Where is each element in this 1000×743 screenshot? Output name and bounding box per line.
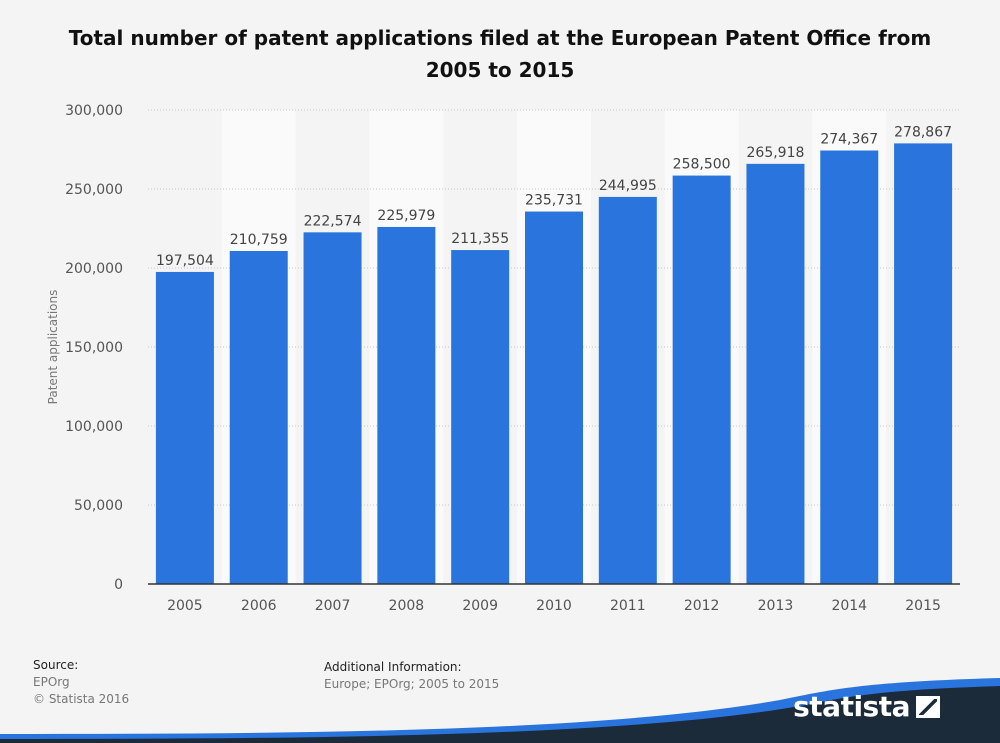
source-value[interactable]: EPOrg xyxy=(33,675,70,689)
data-label: 258,500 xyxy=(673,157,731,173)
data-label: 244,995 xyxy=(599,178,657,194)
bar xyxy=(451,250,510,585)
data-label: 211,355 xyxy=(451,231,509,247)
x-tick-label: 2005 xyxy=(167,598,203,614)
y-tick-label: 150,000 xyxy=(65,340,123,356)
bar xyxy=(155,271,214,584)
brand-banner xyxy=(0,678,1000,743)
data-label: 197,504 xyxy=(156,253,214,269)
x-tick-label: 2013 xyxy=(758,598,794,614)
x-tick-label: 2015 xyxy=(905,598,941,614)
y-axis-label: Patent applications xyxy=(46,290,60,405)
bar xyxy=(746,163,805,585)
y-tick-label: 0 xyxy=(114,577,123,593)
brand-name: statista xyxy=(793,690,910,723)
chart-title: Total number of patent applications file… xyxy=(68,26,932,82)
data-label: 278,867 xyxy=(894,124,952,140)
data-label: 235,731 xyxy=(525,193,583,209)
additional-info-value: Europe; EPOrg; 2005 to 2015 xyxy=(324,677,500,691)
y-tick-label: 300,000 xyxy=(65,103,123,119)
bar xyxy=(672,175,731,584)
data-label: 265,918 xyxy=(747,145,805,161)
y-tick-label: 250,000 xyxy=(65,182,123,198)
additional-info-label: Additional Information: xyxy=(324,660,462,674)
y-tick-label: 200,000 xyxy=(65,261,123,277)
data-label: 274,367 xyxy=(820,132,878,148)
additional-info-section: Additional Information: Europe; EPOrg; 2… xyxy=(324,659,499,693)
data-label: 210,759 xyxy=(230,232,288,248)
x-tick-label: 2007 xyxy=(315,598,351,614)
y-tick-label: 50,000 xyxy=(74,498,123,514)
source-label: Source: xyxy=(33,658,79,672)
source-section: Source: EPOrg © Statista 2016 xyxy=(33,657,129,708)
bar xyxy=(229,251,288,584)
y-tick-label: 100,000 xyxy=(65,419,123,435)
data-label: 225,979 xyxy=(377,208,435,224)
x-tick-label: 2014 xyxy=(831,598,867,614)
x-tick-label: 2012 xyxy=(684,598,720,614)
x-tick-label: 2009 xyxy=(462,598,498,614)
x-tick-label: 2008 xyxy=(389,598,425,614)
x-tick-label: 2011 xyxy=(610,598,646,614)
copyright-text: © Statista 2016 xyxy=(33,692,130,706)
bar xyxy=(820,150,879,585)
bar xyxy=(894,143,953,584)
bar xyxy=(598,196,657,584)
statista-logo[interactable]: statista xyxy=(793,690,940,723)
x-tick-label: 2010 xyxy=(536,598,572,614)
data-label: 222,574 xyxy=(304,213,362,229)
bar-chart: 0 50,000 100,000 150,000 200,000 250,000 300,0… xyxy=(46,103,960,614)
x-tick-label: 2006 xyxy=(241,598,277,614)
bar xyxy=(377,226,436,584)
bar xyxy=(303,232,362,585)
bar xyxy=(525,211,583,584)
statista-logo-icon xyxy=(916,695,940,718)
